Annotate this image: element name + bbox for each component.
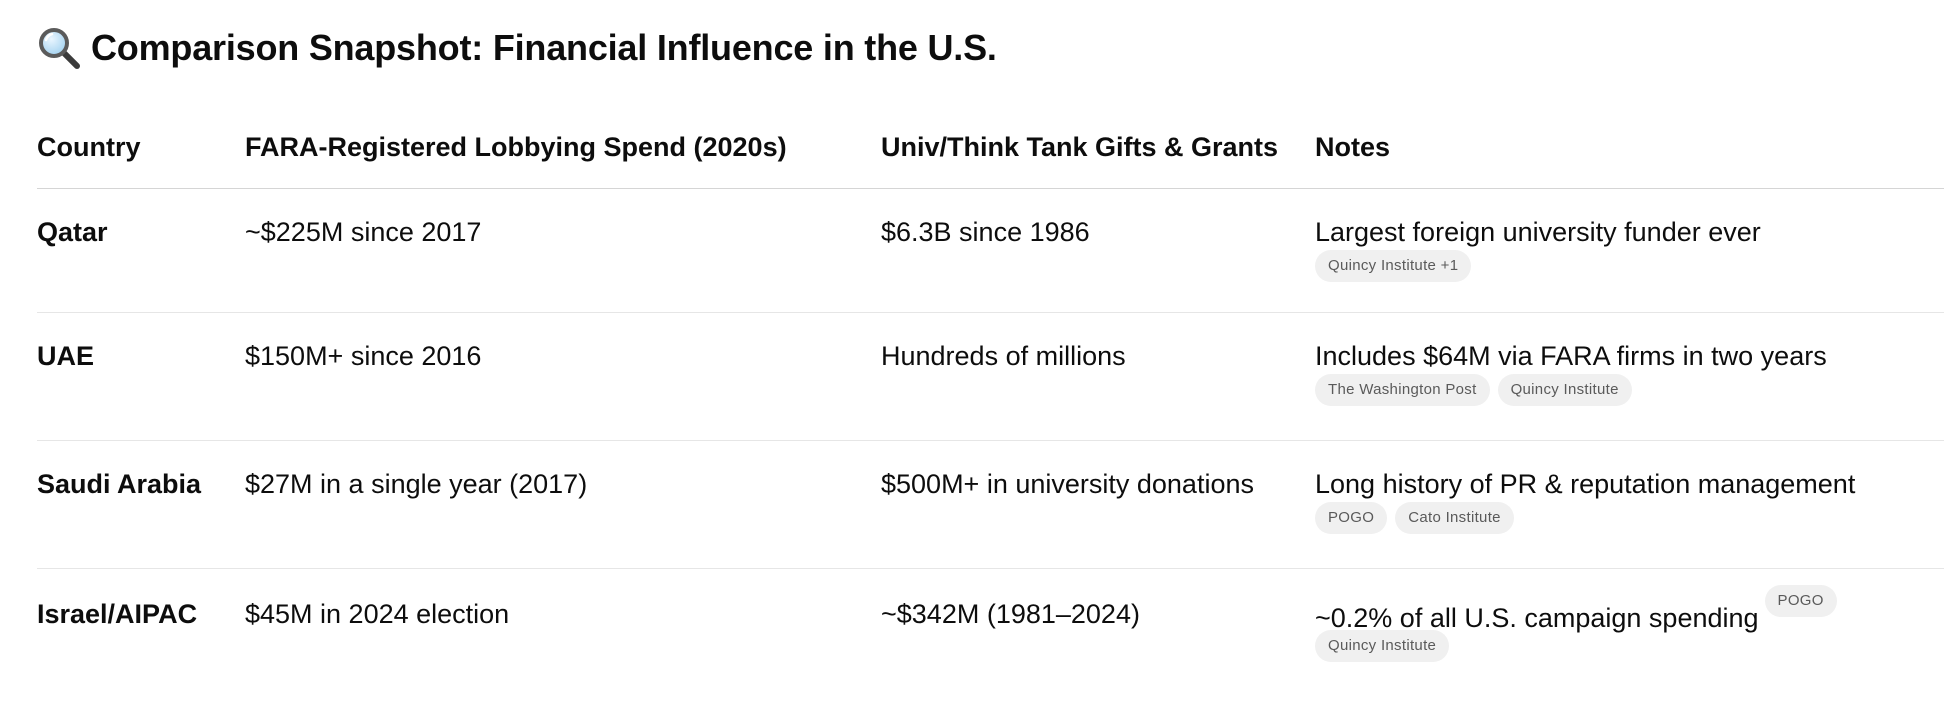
header-country: Country bbox=[37, 110, 245, 189]
gifts-cell: $500M+ in university donations bbox=[881, 440, 1315, 569]
lobbying-cell: ~$225M since 2017 bbox=[245, 188, 881, 313]
source-badge[interactable]: Quincy Institute +1 bbox=[1315, 249, 1472, 282]
note-text: ~0.2% of all U.S. campaign spending bbox=[1315, 602, 1759, 633]
magnifier-icon bbox=[37, 26, 81, 70]
source-badges: POGO Cato Institute bbox=[1315, 501, 1944, 534]
source-badge[interactable]: POGO bbox=[1315, 501, 1388, 534]
notes-cell: ~0.2% of all U.S. campaign spending POGO… bbox=[1315, 568, 1944, 688]
gifts-cell: Hundreds of millions bbox=[881, 312, 1315, 441]
page-title-text: Comparison Snapshot: Financial Influence… bbox=[91, 27, 997, 68]
country-cell: UAE bbox=[37, 312, 245, 441]
table-header-row: Country FARA-Registered Lobbying Spend (… bbox=[37, 110, 1944, 189]
country-cell: Israel/AIPAC bbox=[37, 598, 198, 629]
country-cell: Qatar bbox=[37, 188, 245, 313]
notes-cell: Long history of PR & reputation manageme… bbox=[1315, 440, 1944, 569]
country-cell: Saudi Arabia bbox=[37, 440, 245, 569]
note-text: Includes $64M via FARA firms in two year… bbox=[1315, 340, 1827, 371]
lobbying-cell: $150M+ since 2016 bbox=[245, 312, 881, 441]
note-text: Largest foreign university funder ever bbox=[1315, 216, 1761, 247]
lobbying-cell: $45M in 2024 election bbox=[245, 598, 510, 629]
note-text: Long history of PR & reputation manageme… bbox=[1315, 468, 1856, 499]
source-badge[interactable]: The Washington Post bbox=[1315, 373, 1490, 406]
source-badges: The Washington Post Quincy Institute bbox=[1315, 373, 1944, 406]
source-badges: Quincy Institute +1 bbox=[1315, 249, 1944, 282]
table-row: Qatar ~$225M since 2017 $6.3B since 1986… bbox=[37, 188, 1944, 313]
lobbying-cell: $27M in a single year (2017) bbox=[245, 440, 881, 569]
header-notes: Notes bbox=[1315, 110, 1944, 189]
source-badges: Quincy Institute bbox=[1315, 629, 1944, 662]
gifts-cell: ~$342M (1981–2024) bbox=[881, 598, 1140, 629]
gifts-cell: $6.3B since 1986 bbox=[881, 188, 1315, 313]
notes-cell: Includes $64M via FARA firms in two year… bbox=[1315, 312, 1944, 441]
comparison-table: Country FARA-Registered Lobbying Spend (… bbox=[37, 110, 1944, 688]
source-badge[interactable]: Cato Institute bbox=[1395, 501, 1514, 534]
notes-cell: Largest foreign university funder ever Q… bbox=[1315, 188, 1944, 313]
note-line: ~0.2% of all U.S. campaign spending POGO bbox=[1315, 584, 1944, 634]
table-row: Saudi Arabia $27M in a single year (2017… bbox=[37, 440, 1944, 569]
source-badge[interactable]: Quincy Institute bbox=[1497, 373, 1632, 406]
table-row: UAE $150M+ since 2016 Hundreds of millio… bbox=[37, 312, 1944, 441]
table-row: Israel/AIPAC $45M in 2024 election ~$342… bbox=[37, 568, 1944, 688]
header-gifts: Univ/Think Tank Gifts & Grants bbox=[881, 110, 1315, 189]
page-title: Comparison Snapshot: Financial Influence… bbox=[37, 22, 997, 74]
source-badge[interactable]: Quincy Institute bbox=[1315, 629, 1450, 662]
source-badge[interactable]: POGO bbox=[1764, 584, 1837, 617]
header-lobbying: FARA-Registered Lobbying Spend (2020s) bbox=[245, 110, 881, 189]
